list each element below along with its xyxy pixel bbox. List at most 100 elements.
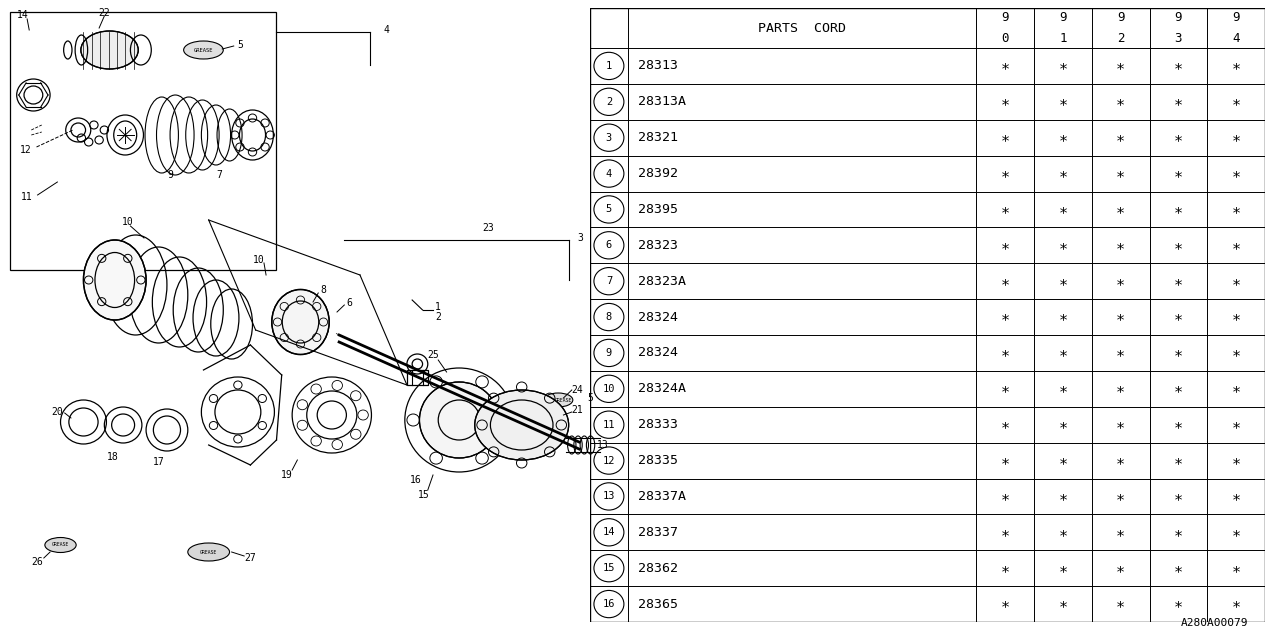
Text: ∗: ∗ (1059, 274, 1068, 289)
Text: 5: 5 (588, 393, 594, 403)
Text: 4: 4 (605, 168, 612, 179)
Text: 12: 12 (603, 456, 616, 465)
Text: ∗: ∗ (1059, 346, 1068, 360)
Text: 28335: 28335 (637, 454, 678, 467)
Text: ∗: ∗ (1231, 130, 1240, 145)
Text: ∗: ∗ (1001, 94, 1010, 109)
Ellipse shape (271, 289, 329, 355)
Text: 9: 9 (1001, 11, 1009, 24)
Text: 6: 6 (347, 298, 352, 308)
Text: 16: 16 (410, 475, 421, 485)
Text: ∗: ∗ (1059, 166, 1068, 181)
Text: 24: 24 (571, 385, 582, 395)
Text: ∗: ∗ (1001, 381, 1010, 396)
Text: 3: 3 (577, 233, 584, 243)
Text: ∗: ∗ (1116, 238, 1125, 253)
Text: ∗: ∗ (1001, 525, 1010, 540)
Text: 6: 6 (605, 240, 612, 250)
Text: ∗: ∗ (1001, 489, 1010, 504)
Text: 28321: 28321 (637, 131, 678, 144)
Text: ∗: ∗ (1001, 310, 1010, 324)
Text: 28337: 28337 (637, 526, 678, 539)
Text: 14: 14 (17, 10, 29, 20)
Text: ∗: ∗ (1116, 453, 1125, 468)
Text: ∗: ∗ (1001, 166, 1010, 181)
Text: ∗: ∗ (1059, 417, 1068, 432)
Text: 19: 19 (282, 470, 293, 480)
Text: ∗: ∗ (1174, 489, 1183, 504)
Text: 28337A: 28337A (637, 490, 686, 503)
Text: 28362: 28362 (637, 562, 678, 575)
Text: ∗: ∗ (1001, 346, 1010, 360)
Circle shape (420, 382, 499, 458)
Text: ∗: ∗ (1001, 58, 1010, 74)
Text: 10: 10 (253, 255, 265, 265)
Bar (407, 370, 428, 385)
Text: ∗: ∗ (1174, 202, 1183, 217)
Text: ∗: ∗ (1231, 417, 1240, 432)
Text: 10: 10 (603, 384, 616, 394)
Text: 9: 9 (168, 170, 173, 180)
Text: 7: 7 (605, 276, 612, 286)
Text: ∗: ∗ (1174, 58, 1183, 74)
Text: 28324A: 28324A (637, 382, 686, 396)
Text: ∗: ∗ (1231, 166, 1240, 181)
Text: ∗: ∗ (1231, 453, 1240, 468)
Text: 1: 1 (1059, 32, 1066, 45)
Text: 8: 8 (320, 285, 326, 295)
Text: ∗: ∗ (1059, 381, 1068, 396)
Text: 3: 3 (605, 132, 612, 143)
Text: 12: 12 (20, 145, 32, 155)
Text: ∗: ∗ (1001, 130, 1010, 145)
Text: 5: 5 (605, 204, 612, 214)
Text: ∗: ∗ (1001, 202, 1010, 217)
Text: 28313A: 28313A (637, 95, 686, 108)
Text: ∗: ∗ (1174, 525, 1183, 540)
Text: 18: 18 (106, 452, 119, 462)
Text: 2: 2 (1117, 32, 1124, 45)
Ellipse shape (81, 31, 138, 69)
Text: ∗: ∗ (1231, 310, 1240, 324)
Text: 2: 2 (435, 312, 442, 322)
Text: 4: 4 (383, 25, 389, 35)
Text: 26: 26 (32, 557, 44, 567)
Text: ∗: ∗ (1059, 58, 1068, 74)
Text: 9: 9 (1175, 11, 1183, 24)
Text: ∗: ∗ (1059, 525, 1068, 540)
Text: 7: 7 (216, 170, 221, 180)
Text: ∗: ∗ (1059, 130, 1068, 145)
Text: 25: 25 (428, 350, 439, 360)
Text: ∗: ∗ (1231, 489, 1240, 504)
Text: GREASE: GREASE (193, 47, 214, 52)
Text: 1: 1 (605, 61, 612, 71)
Text: 21: 21 (571, 405, 582, 415)
Text: ∗: ∗ (1116, 561, 1125, 576)
Text: 1: 1 (435, 302, 442, 312)
Text: 14: 14 (603, 527, 616, 538)
Text: 4: 4 (1233, 32, 1240, 45)
Text: 15: 15 (603, 563, 616, 573)
Text: ∗: ∗ (1116, 130, 1125, 145)
Text: ∗: ∗ (1116, 166, 1125, 181)
Text: PARTS  CORD: PARTS CORD (758, 22, 846, 35)
Text: ∗: ∗ (1001, 596, 1010, 612)
Text: ∗: ∗ (1116, 417, 1125, 432)
Text: ∗: ∗ (1174, 417, 1183, 432)
Text: 28324: 28324 (637, 310, 678, 324)
Text: 20: 20 (51, 407, 63, 417)
Text: 5: 5 (237, 40, 243, 50)
Text: ∗: ∗ (1116, 310, 1125, 324)
Text: ∗: ∗ (1059, 453, 1068, 468)
Text: ∗: ∗ (1174, 166, 1183, 181)
Text: ∗: ∗ (1174, 94, 1183, 109)
Text: 9: 9 (1233, 11, 1240, 24)
Text: 28365: 28365 (637, 598, 678, 611)
Text: ∗: ∗ (1231, 238, 1240, 253)
Text: ∗: ∗ (1059, 561, 1068, 576)
Text: ∗: ∗ (1231, 525, 1240, 540)
Text: ∗: ∗ (1231, 94, 1240, 109)
Text: GREASE: GREASE (200, 550, 218, 554)
Text: 28324: 28324 (637, 346, 678, 360)
Text: ∗: ∗ (1174, 561, 1183, 576)
Text: 28313: 28313 (637, 60, 678, 72)
